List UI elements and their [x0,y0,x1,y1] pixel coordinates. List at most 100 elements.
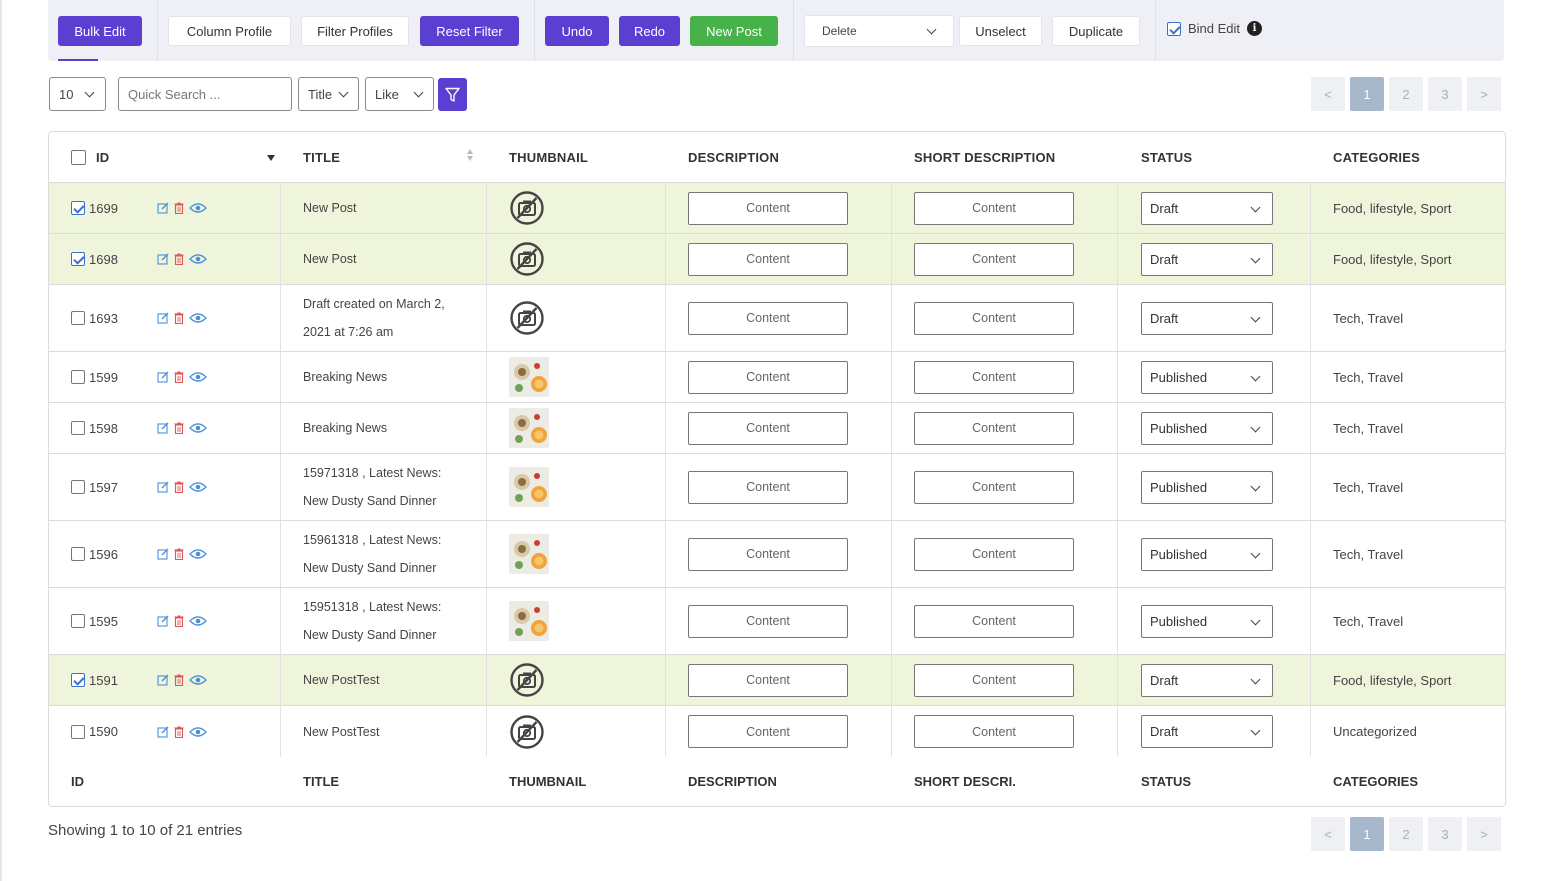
short-description-content-button[interactable]: Content [914,715,1074,748]
filter-profiles-button[interactable]: Filter Profiles [301,16,409,46]
row-checkbox[interactable] [71,370,85,384]
eye-icon[interactable] [189,674,207,686]
cell-thumbnail[interactable] [487,285,666,351]
unselect-button[interactable]: Unselect [959,16,1042,46]
trash-icon[interactable] [174,202,184,214]
column-profile-button[interactable]: Column Profile [168,16,291,46]
trash-icon[interactable] [174,371,184,383]
description-content-button[interactable]: Content [688,301,848,335]
short-description-content-button[interactable]: Content [914,301,1074,335]
status-select[interactable]: Published [1141,411,1273,445]
cell-title[interactable]: 15971318 , Latest News: New Dusty Sand Di… [281,454,487,520]
per-page-select[interactable]: 10 [49,77,106,111]
description-content-button[interactable]: Content [688,411,848,445]
short-description-content-button[interactable]: Content [914,537,1074,571]
thumbnail-image[interactable] [509,534,549,574]
pagination-page-2[interactable]: 2 [1389,77,1423,111]
row-checkbox[interactable] [71,252,85,266]
search-field-select[interactable]: Title [298,77,359,111]
cell-thumbnail[interactable] [487,521,666,587]
edit-icon[interactable] [157,726,169,738]
trash-icon[interactable] [174,726,184,738]
new-post-button[interactable]: New Post [690,16,778,46]
info-icon[interactable]: i [1247,21,1263,36]
trash-icon[interactable] [174,548,184,560]
pagination-next[interactable]: > [1467,817,1501,851]
description-content-button[interactable]: Content [688,715,848,748]
short-description-content-button[interactable]: Content [914,191,1074,225]
description-content-button[interactable]: Content [688,470,848,504]
cell-thumbnail[interactable] [487,588,666,654]
status-select[interactable]: Published [1141,537,1273,571]
row-checkbox[interactable] [71,673,85,687]
row-checkbox[interactable] [71,201,85,215]
status-select[interactable]: Published [1141,470,1273,504]
eye-icon[interactable] [189,422,207,434]
status-select[interactable]: Published [1141,604,1273,638]
cell-title[interactable]: Draft created on March 2, 2021 at 7:26 am [281,285,487,351]
eye-icon[interactable] [189,253,207,265]
cell-title[interactable]: 15951318 , Latest News: New Dusty Sand Di… [281,588,487,654]
trash-icon[interactable] [174,422,184,434]
pagination-page-3[interactable]: 3 [1428,77,1462,111]
short-description-content-button[interactable]: Content [914,242,1074,276]
short-description-content-button[interactable]: Content [914,604,1074,638]
description-content-button[interactable]: Content [688,242,848,276]
eye-icon[interactable] [189,202,207,214]
trash-icon[interactable] [174,615,184,627]
trash-icon[interactable] [174,312,184,324]
eye-icon[interactable] [189,371,207,383]
cell-title[interactable]: New PostTest [281,706,487,757]
edit-icon[interactable] [157,371,169,383]
header-id[interactable]: ID [49,132,281,182]
edit-icon[interactable] [157,422,169,434]
edit-icon[interactable] [157,615,169,627]
thumbnail-image[interactable] [509,357,549,397]
description-content-button[interactable]: Content [688,663,848,697]
cell-title[interactable]: 15961318 , Latest News: New Dusty Sand Di… [281,521,487,587]
pagination-page-3[interactable]: 3 [1428,817,1462,851]
quick-search-input[interactable] [118,77,292,111]
edit-icon[interactable] [157,481,169,493]
row-checkbox[interactable] [71,421,85,435]
reset-filter-button[interactable]: Reset Filter [420,16,519,46]
pagination-prev[interactable]: < [1311,77,1345,111]
edit-icon[interactable] [157,674,169,686]
cell-title[interactable]: Breaking News [281,352,487,402]
trash-icon[interactable] [174,481,184,493]
eye-icon[interactable] [189,548,207,560]
thumbnail-image[interactable] [509,467,549,507]
status-select[interactable]: Draft [1141,715,1273,748]
trash-icon[interactable] [174,253,184,265]
redo-button[interactable]: Redo [619,16,680,46]
status-select[interactable]: Draft [1141,301,1273,335]
edit-icon[interactable] [157,202,169,214]
row-checkbox[interactable] [71,311,85,325]
eye-icon[interactable] [189,615,207,627]
status-select[interactable]: Draft [1141,242,1273,276]
pagination-page-2[interactable]: 2 [1389,817,1423,851]
bind-edit-checkbox[interactable] [1167,21,1181,36]
edit-icon[interactable] [157,312,169,324]
cell-title[interactable]: New Post [281,234,487,284]
thumbnail-image[interactable] [509,408,549,448]
duplicate-button[interactable]: Duplicate [1052,16,1140,46]
row-checkbox[interactable] [71,724,85,739]
eye-icon[interactable] [189,312,207,324]
cell-title[interactable]: New Post [281,183,487,233]
short-description-content-button[interactable]: Content [914,663,1074,697]
status-select[interactable]: Published [1141,360,1273,394]
pagination-next[interactable]: > [1467,77,1501,111]
pagination-page-1[interactable]: 1 [1350,77,1384,111]
row-checkbox[interactable] [71,547,85,561]
bulk-edit-button[interactable]: Bulk Edit [58,16,142,46]
short-description-content-button[interactable]: Content [914,470,1074,504]
status-select[interactable]: Draft [1141,663,1273,697]
row-checkbox[interactable] [71,480,85,494]
cell-thumbnail[interactable] [487,183,666,233]
eye-icon[interactable] [189,481,207,493]
pagination-page-1[interactable]: 1 [1350,817,1384,851]
pagination-prev[interactable]: < [1311,817,1345,851]
short-description-content-button[interactable]: Content [914,411,1074,445]
cell-thumbnail[interactable] [487,454,666,520]
